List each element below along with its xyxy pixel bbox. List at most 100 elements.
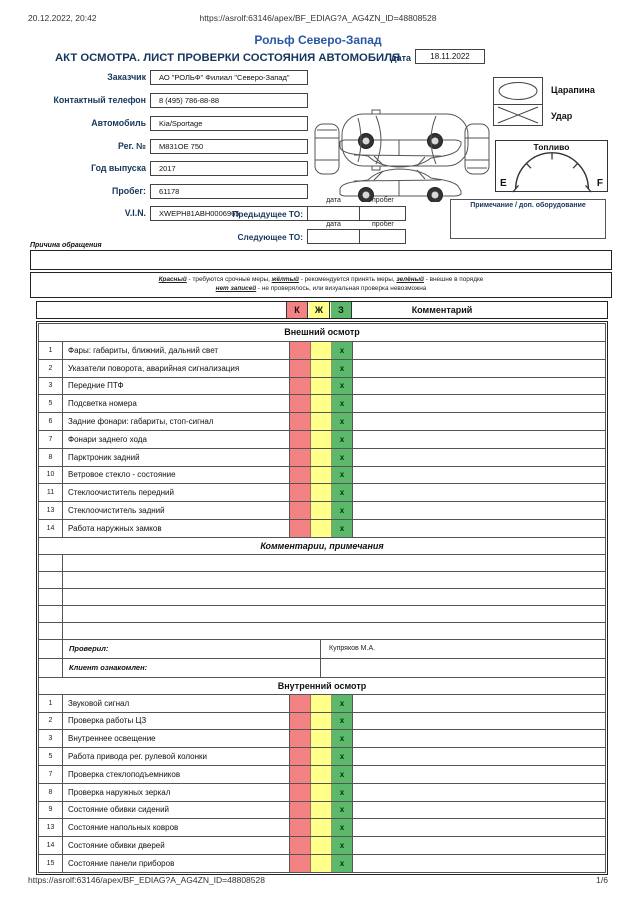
comment-cell[interactable] bbox=[353, 502, 605, 519]
comment-line[interactable] bbox=[63, 555, 605, 571]
mark-cell-green[interactable]: x bbox=[332, 395, 353, 413]
fuel-gauge[interactable]: Топливо E F bbox=[495, 140, 608, 193]
car-damage-diagram[interactable] bbox=[312, 66, 492, 202]
mark-cell-green[interactable]: x bbox=[332, 854, 353, 872]
mark-cell-yellow[interactable] bbox=[311, 801, 332, 819]
note-equipment-box[interactable]: Примечание / доп. оборудование bbox=[450, 199, 606, 239]
comment-cell[interactable] bbox=[353, 395, 605, 412]
mark-cell-green[interactable]: x bbox=[332, 819, 353, 837]
comment-line[interactable] bbox=[63, 623, 605, 639]
mark-cell-green[interactable]: x bbox=[332, 502, 353, 519]
mark-cell-red[interactable] bbox=[290, 519, 311, 537]
mark-cell-yellow[interactable] bbox=[311, 694, 332, 712]
comment-cell[interactable] bbox=[353, 449, 605, 466]
mark-cell-red[interactable] bbox=[290, 430, 311, 448]
mark-cell-red[interactable] bbox=[290, 466, 311, 484]
mark-cell-yellow[interactable] bbox=[311, 712, 332, 730]
comment-cell[interactable] bbox=[353, 520, 605, 537]
mark-cell-red[interactable] bbox=[290, 819, 311, 837]
comment-cell[interactable] bbox=[353, 378, 605, 395]
mark-cell-green[interactable]: x bbox=[332, 448, 353, 466]
mark-cell-red[interactable] bbox=[290, 448, 311, 466]
mark-cell-yellow[interactable] bbox=[311, 748, 332, 765]
previous-to-mileage-input[interactable] bbox=[359, 206, 406, 221]
comment-cell[interactable] bbox=[353, 695, 605, 712]
field-value-input[interactable]: 2017 bbox=[150, 161, 308, 176]
field-value-input[interactable]: 61178 bbox=[150, 184, 308, 199]
mark-cell-yellow[interactable] bbox=[311, 502, 332, 519]
mark-cell-yellow[interactable] bbox=[311, 395, 332, 413]
mark-cell-green[interactable]: x bbox=[332, 377, 353, 395]
mark-cell-green[interactable]: x bbox=[332, 801, 353, 819]
comment-cell[interactable] bbox=[353, 819, 605, 836]
mark-cell-yellow[interactable] bbox=[311, 819, 332, 837]
mark-cell-green[interactable]: x bbox=[332, 430, 353, 448]
mark-cell-red[interactable] bbox=[290, 342, 311, 359]
field-value-input[interactable]: Kia/Sportage bbox=[150, 116, 308, 131]
comment-cell[interactable] bbox=[353, 713, 605, 730]
comment-cell[interactable] bbox=[353, 360, 605, 377]
mark-cell-green[interactable]: x bbox=[332, 484, 353, 502]
mark-cell-red[interactable] bbox=[290, 854, 311, 872]
mark-cell-red[interactable] bbox=[290, 413, 311, 430]
mark-cell-yellow[interactable] bbox=[311, 430, 332, 448]
mark-cell-red[interactable] bbox=[290, 748, 311, 765]
mark-cell-green[interactable]: x bbox=[332, 765, 353, 783]
mark-cell-red[interactable] bbox=[290, 712, 311, 730]
mark-cell-red[interactable] bbox=[290, 837, 311, 854]
comment-cell[interactable] bbox=[353, 802, 605, 819]
next-to-date-input[interactable] bbox=[307, 229, 360, 244]
comment-empty-row[interactable] bbox=[39, 570, 605, 588]
mark-cell-yellow[interactable] bbox=[311, 359, 332, 377]
comment-cell[interactable] bbox=[353, 484, 605, 501]
mark-cell-yellow[interactable] bbox=[311, 765, 332, 783]
comment-empty-row[interactable] bbox=[39, 553, 605, 571]
comment-line[interactable] bbox=[63, 589, 605, 605]
field-value-input[interactable]: М831ОЕ 750 bbox=[150, 139, 308, 154]
next-to-mileage-input[interactable] bbox=[359, 229, 406, 244]
mark-cell-yellow[interactable] bbox=[311, 342, 332, 359]
mark-cell-red[interactable] bbox=[290, 395, 311, 413]
comment-cell[interactable] bbox=[353, 431, 605, 448]
mark-cell-red[interactable] bbox=[290, 783, 311, 801]
comment-cell[interactable] bbox=[353, 784, 605, 801]
mark-cell-green[interactable]: x bbox=[332, 783, 353, 801]
mark-cell-yellow[interactable] bbox=[311, 466, 332, 484]
comment-empty-row[interactable] bbox=[39, 604, 605, 622]
comment-cell[interactable] bbox=[353, 766, 605, 783]
mark-cell-green[interactable]: x bbox=[332, 712, 353, 730]
mark-cell-red[interactable] bbox=[290, 502, 311, 519]
previous-to-date-input[interactable] bbox=[307, 206, 360, 221]
mark-cell-red[interactable] bbox=[290, 801, 311, 819]
mark-cell-yellow[interactable] bbox=[311, 413, 332, 430]
mark-cell-green[interactable]: x bbox=[332, 837, 353, 854]
date-value-input[interactable]: 18.11.2022 bbox=[415, 49, 485, 64]
mark-cell-red[interactable] bbox=[290, 359, 311, 377]
reason-input[interactable] bbox=[30, 250, 612, 270]
mark-cell-red[interactable] bbox=[290, 377, 311, 395]
mark-cell-yellow[interactable] bbox=[311, 730, 332, 748]
comment-cell[interactable] bbox=[353, 342, 605, 359]
comment-cell[interactable] bbox=[353, 730, 605, 747]
comment-empty-row[interactable] bbox=[39, 621, 605, 639]
mark-cell-yellow[interactable] bbox=[311, 519, 332, 537]
mark-cell-red[interactable] bbox=[290, 730, 311, 748]
mark-cell-green[interactable]: x bbox=[332, 413, 353, 430]
comment-cell[interactable] bbox=[353, 837, 605, 854]
mark-cell-red[interactable] bbox=[290, 484, 311, 502]
comment-cell[interactable] bbox=[353, 467, 605, 484]
field-value-input[interactable]: АО "РОЛЬФ" Филиал "Северо-Запад" bbox=[150, 70, 308, 85]
mark-cell-yellow[interactable] bbox=[311, 837, 332, 854]
mark-cell-yellow[interactable] bbox=[311, 484, 332, 502]
mark-cell-green[interactable]: x bbox=[332, 694, 353, 712]
mark-cell-green[interactable]: x bbox=[332, 342, 353, 359]
mark-cell-red[interactable] bbox=[290, 694, 311, 712]
mark-cell-red[interactable] bbox=[290, 765, 311, 783]
comment-cell[interactable] bbox=[353, 748, 605, 765]
mark-cell-green[interactable]: x bbox=[332, 748, 353, 765]
comment-cell[interactable] bbox=[353, 413, 605, 430]
comment-cell[interactable] bbox=[353, 855, 605, 872]
mark-cell-green[interactable]: x bbox=[332, 730, 353, 748]
mark-cell-yellow[interactable] bbox=[311, 448, 332, 466]
mark-cell-yellow[interactable] bbox=[311, 854, 332, 872]
